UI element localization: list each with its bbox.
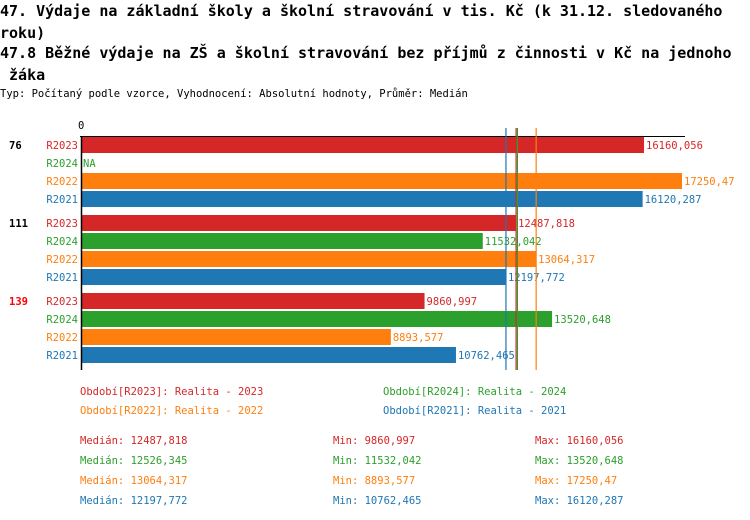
subtitle-line-2: žáka [0, 66, 46, 84]
stat-max-R2024: Max: 13520,648 [535, 455, 624, 467]
data-label: 8893,577 [393, 332, 444, 344]
stat-min-R2021: Min: 10762,465 [333, 495, 422, 507]
data-label: NA [83, 158, 96, 170]
stat-min-R2023: Min: 9860,997 [333, 435, 416, 447]
series-label: R2022 [46, 332, 78, 344]
data-label: 13520,648 [554, 314, 611, 326]
group-label: 111 [9, 218, 28, 230]
group-label: 139 [9, 296, 28, 308]
bar-R2021 [81, 347, 456, 363]
group-label: 76 [9, 140, 22, 152]
bar-R2021 [81, 191, 643, 207]
bar-R2023 [81, 293, 425, 309]
stat-min-R2022: Min: 8893,577 [333, 475, 416, 487]
subtitle-line-1: 47.8 Běžné výdaje na ZŠ a školní stravov… [0, 44, 732, 62]
x-tick-label: 0 [78, 120, 84, 132]
stat-min-R2024: Min: 11532,042 [333, 455, 422, 467]
legend-item-R2022: Období[R2022]: Realita - 2022 [80, 405, 264, 417]
title-line-1: 47. Výdaje na základní školy a školní st… [0, 2, 723, 20]
series-label: R2023 [46, 218, 78, 230]
stat-median-R2024: Medián: 12526,345 [80, 455, 188, 467]
series-label: R2023 [46, 140, 78, 152]
bar-R2022 [81, 329, 391, 345]
chart-title: 47. Výdaje na základní školy a školní st… [0, 0, 750, 44]
stat-max-R2022: Max: 17250,47 [535, 475, 618, 487]
series-label: R2021 [46, 272, 78, 284]
data-label: 11532,042 [485, 236, 542, 248]
series-label: R2022 [46, 254, 78, 266]
stat-median-R2023: Medián: 12487,818 [80, 435, 188, 447]
data-label: 16120,287 [645, 194, 702, 206]
stat-max-R2023: Max: 16160,056 [535, 435, 624, 447]
chart-info: Typ: Počítaný podle vzorce, Vyhodnocení:… [0, 88, 468, 100]
series-label: R2024 [46, 158, 78, 170]
data-label: 10762,465 [458, 350, 515, 362]
bar-R2022 [81, 251, 537, 267]
series-label: R2021 [46, 194, 78, 206]
legend-item-R2024: Období[R2024]: Realita - 2024 [383, 386, 567, 398]
chart-subtitle: 47.8 Běžné výdaje na ZŠ a školní stravov… [0, 42, 750, 86]
bar-R2023 [81, 137, 645, 153]
data-label: 16160,056 [646, 140, 703, 152]
stat-median-R2022: Medián: 13064,317 [80, 475, 188, 487]
bar-R2022 [81, 173, 682, 189]
series-label: R2024 [46, 314, 78, 326]
series-label: R2022 [46, 176, 78, 188]
data-label: 9860,997 [427, 296, 478, 308]
stat-max-R2021: Max: 16120,287 [535, 495, 624, 507]
bar-R2023 [81, 215, 517, 231]
data-label: 12487,818 [518, 218, 575, 230]
bar-R2024 [81, 311, 553, 327]
data-label: 13064,317 [538, 254, 595, 266]
data-label: 17250,47 [684, 176, 735, 188]
series-label: R2023 [46, 296, 78, 308]
stat-median-R2021: Medián: 12197,772 [80, 495, 188, 507]
series-label: R2024 [46, 236, 78, 248]
bar-R2024 [81, 233, 483, 249]
bar-R2021 [81, 269, 506, 285]
legend-item-R2021: Období[R2021]: Realita - 2021 [383, 405, 567, 417]
series-label: R2021 [46, 350, 78, 362]
title-line-2: roku) [0, 24, 46, 42]
legend-item-R2023: Období[R2023]: Realita - 2023 [80, 386, 264, 398]
